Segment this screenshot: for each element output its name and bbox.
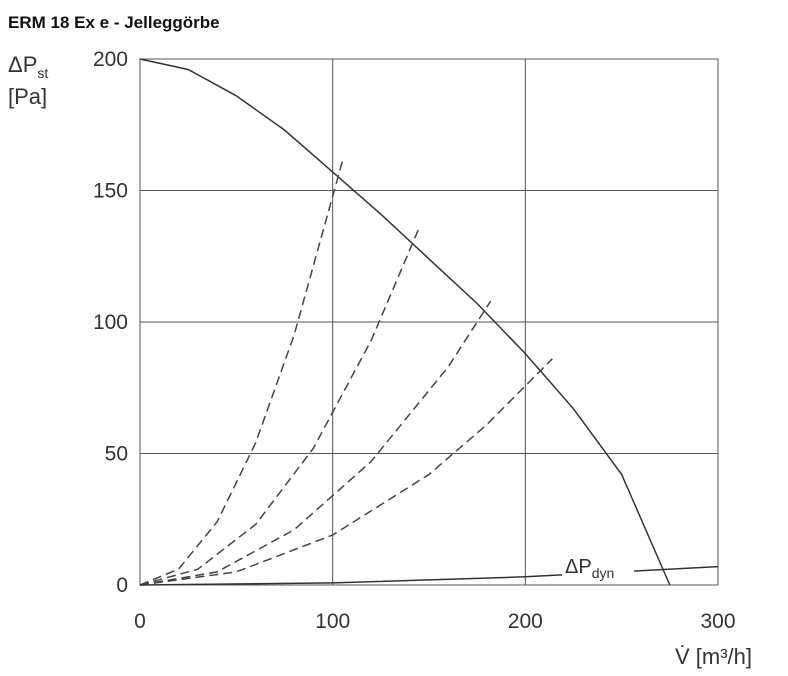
system-curve bbox=[139, 358, 553, 586]
annotation-background bbox=[562, 552, 634, 578]
y-tick-label: 100 bbox=[93, 311, 128, 334]
x-tick-label: 200 bbox=[508, 610, 543, 633]
y-tick-label: 200 bbox=[93, 48, 128, 71]
x-tick-label: 0 bbox=[134, 610, 146, 633]
y-axis-unit: [Pa] bbox=[8, 84, 47, 109]
x-tick-label: 300 bbox=[700, 610, 735, 633]
system-curve bbox=[139, 161, 344, 586]
annotation-symbol: ΔP bbox=[565, 556, 592, 578]
annotation-sub: dyn bbox=[592, 565, 615, 581]
y-tick-label: 0 bbox=[116, 574, 128, 597]
y-label-sub: st bbox=[37, 65, 48, 81]
fan-curve bbox=[139, 58, 671, 586]
system-curve bbox=[139, 227, 421, 586]
chart-title: ERM 18 Ex e - Jelleggörbe bbox=[8, 13, 220, 32]
x-axis-label: V̇ [m³/h] bbox=[675, 644, 752, 669]
annotation: ΔPdyn bbox=[565, 556, 614, 581]
x-tick-label: 100 bbox=[315, 610, 350, 633]
y-tick-label: 50 bbox=[105, 443, 128, 466]
y-label-symbol: ΔP bbox=[8, 52, 37, 77]
y-tick-label: 150 bbox=[93, 180, 128, 203]
system-curve bbox=[139, 300, 492, 586]
y-axis-label: ΔPst bbox=[8, 52, 48, 81]
